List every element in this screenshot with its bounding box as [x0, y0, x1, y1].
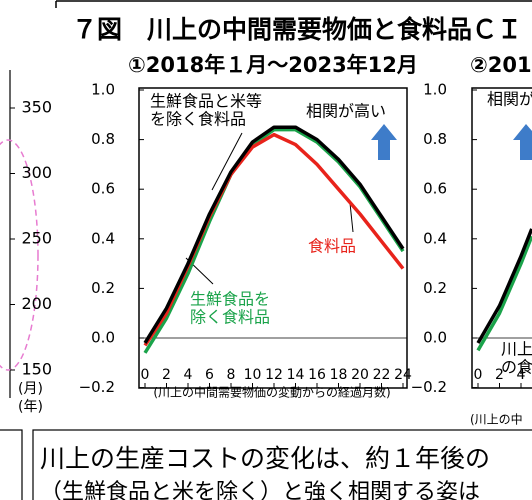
panel: ①2018年１月～2023年12月 (川上の中間需要物価の変動からの経過月数) −0… [79, 53, 418, 400]
series-line [143, 125, 405, 344]
x-axis-title: (川上の中 [470, 412, 523, 427]
arrow-up [513, 124, 532, 160]
annotation: 相関が [487, 90, 532, 109]
subtitle: ②201 [470, 53, 532, 77]
annotation: の食 [501, 358, 532, 377]
x-label: (月) [18, 381, 43, 397]
y-tick-label: 300 [21, 163, 52, 182]
text-box [32, 429, 532, 500]
x-tick-label: 10 [244, 367, 262, 383]
body-text: （生鮮食品と米を除く）と強く相関する姿は [40, 480, 480, 500]
x-tick-label: 22 [373, 367, 391, 383]
x-axis-title: (川上の中間需要物価の変動からの経過月数) [153, 385, 390, 400]
y-tick-label: 1.0 [423, 81, 447, 99]
y-tick-label: −0.2 [411, 378, 447, 396]
y-tick-label: −0.2 [79, 378, 115, 396]
y-tick-label: 350 [21, 98, 52, 117]
body-text: 川上の生産コストの変化は、約１年後の [40, 444, 490, 473]
y-tick-label: 0.6 [423, 180, 447, 198]
x-tick-label: 20 [351, 367, 369, 383]
x-tick-label: 16 [308, 367, 326, 383]
y-tick-label: 0.4 [91, 229, 115, 247]
annotation: 生鮮食品と米等 [150, 92, 262, 111]
x-tick-label: 24 [394, 367, 412, 383]
x-tick-label: 8 [227, 367, 236, 383]
y-tick-label: 0.6 [91, 180, 115, 198]
series-line [476, 235, 532, 352]
y-tick-label: 0.4 [423, 229, 447, 247]
y-tick-label: 200 [21, 294, 52, 313]
y-tick-label: 0.2 [91, 279, 115, 297]
x-tick-label: 14 [287, 367, 305, 383]
x-label: (年) [18, 399, 43, 415]
highlight-ellipse [0, 139, 39, 371]
y-tick-label: 0.2 [423, 279, 447, 297]
side-box [0, 429, 23, 500]
x-tick-label: 2 [162, 367, 171, 383]
y-tick-label: 0.8 [91, 130, 115, 148]
y-tick-label: 0.8 [423, 130, 447, 148]
subtitle: ①2018年１月～2023年12月 [128, 53, 418, 77]
panel: ②201 (川上の中 −0.2 0.0 0.2 0.4 0.6 0.8 1.0 0 2 4 相関が川上の… [411, 53, 532, 427]
x-tick-label: 0 [474, 367, 483, 383]
x-tick-label: 6 [205, 367, 214, 383]
plot-frame [138, 87, 408, 389]
x-tick-label: 12 [265, 367, 283, 383]
arrow-up [371, 124, 397, 160]
x-tick-label: 2 [495, 367, 504, 383]
annotation: 食料品 [308, 237, 356, 256]
plot-frame [471, 87, 532, 389]
y-tick-label: 0.0 [91, 329, 115, 347]
title: ７図 川上の中間需要物価と食料品ＣＩ [72, 15, 522, 44]
x-tick-label: 18 [330, 367, 348, 383]
annotation: を除く食料品 [150, 110, 246, 129]
y-tick-label: 0.0 [423, 329, 447, 347]
x-tick-label: 4 [517, 367, 526, 383]
annotation: 相関が高い [306, 102, 386, 121]
series-line [476, 228, 532, 344]
pointer [349, 202, 354, 233]
pointer [211, 132, 243, 191]
x-tick-label: 4 [184, 367, 193, 383]
annotation: 除く食料品 [190, 308, 270, 327]
y-tick-label: 1.0 [91, 81, 115, 99]
x-tick-label: 0 [141, 367, 150, 383]
y-tick-label: 250 [21, 229, 52, 248]
y-tick-label: 150 [21, 360, 52, 379]
annotation: 川上 [501, 340, 532, 359]
annotation: 生鮮食品を [190, 290, 270, 309]
